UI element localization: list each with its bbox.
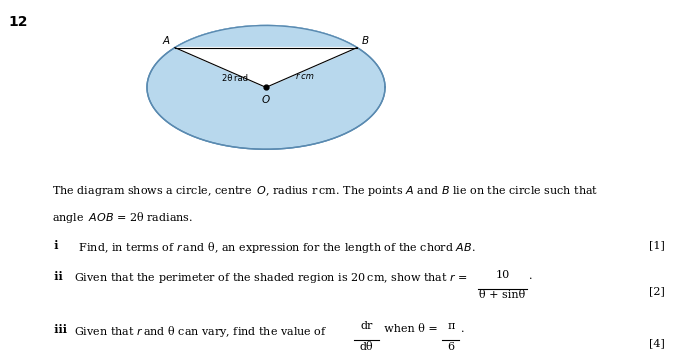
Polygon shape [175,25,357,48]
Text: The diagram shows a circle, centre  $O$, radius r cm. The points $A$ and $B$ lie: The diagram shows a circle, centre $O$, … [52,184,598,198]
Text: O: O [262,95,270,105]
Text: 12: 12 [8,15,28,28]
Text: iii: iii [52,324,67,335]
Text: dr: dr [360,321,373,331]
Text: 6: 6 [447,342,454,352]
Text: θ + sinθ: θ + sinθ [480,290,526,300]
Text: i: i [52,240,59,251]
Text: 10: 10 [496,270,510,280]
Text: 2θ rad: 2θ rad [221,74,248,83]
Text: [1]: [1] [649,240,665,250]
Text: .: . [461,324,464,334]
Text: B: B [361,36,368,46]
Text: Given that the perimeter of the shaded region is 20 cm, show that $r$ =: Given that the perimeter of the shaded r… [74,271,468,285]
Text: A: A [162,36,169,46]
Text: π: π [447,321,454,331]
Text: angle  $AOB$ = 2θ radians.: angle $AOB$ = 2θ radians. [52,210,194,225]
Text: r cm: r cm [295,72,314,81]
Polygon shape [175,48,357,87]
Text: ii: ii [52,271,63,282]
Text: .: . [529,271,533,281]
Text: [2]: [2] [649,286,665,296]
Text: Find, in terms of $r$ and θ, an expression for the length of the chord $AB$.: Find, in terms of $r$ and θ, an expressi… [52,240,476,255]
Text: [4]: [4] [649,339,665,348]
Polygon shape [147,25,385,149]
Text: Given that $r$ and θ can vary, find the value of: Given that $r$ and θ can vary, find the … [74,324,327,339]
Text: when θ =: when θ = [382,324,440,334]
Text: dθ: dθ [360,342,374,352]
